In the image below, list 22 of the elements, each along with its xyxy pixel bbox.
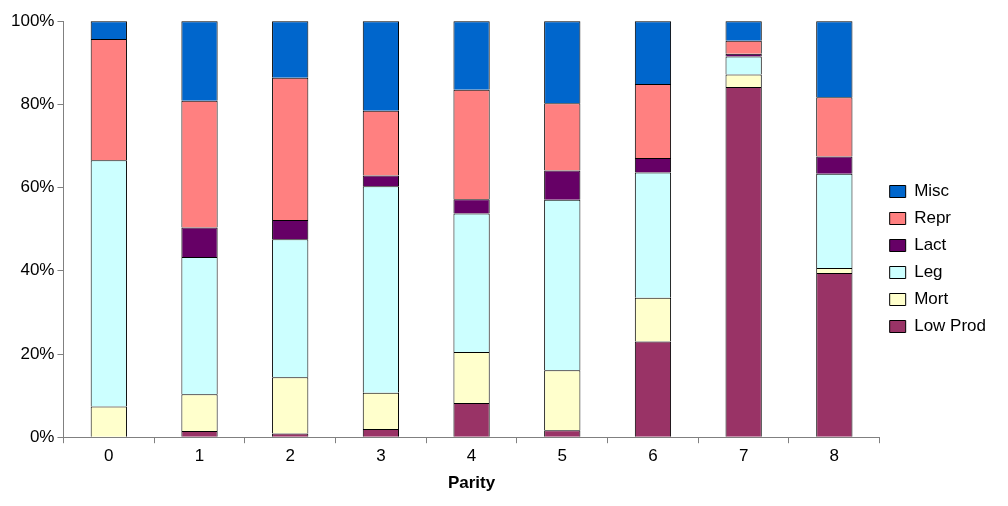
- legend-label: Low Prod: [914, 316, 987, 336]
- legend-label: Lact: [914, 235, 947, 255]
- x-tick-label: 1: [194, 446, 205, 466]
- x-tick-label: 8: [829, 446, 840, 466]
- x-tick-label: 4: [466, 446, 477, 466]
- x-tick-label: 2: [285, 446, 295, 466]
- y-tick-label: 0%: [29, 426, 55, 446]
- legend-label: Mort: [914, 289, 949, 309]
- x-tick-label: 6: [648, 446, 658, 466]
- y-tick-label: 40%: [20, 260, 55, 280]
- x-tick-label: 7: [738, 446, 749, 466]
- y-tick-label: 100%: [11, 10, 55, 30]
- legend-label: Leg: [914, 262, 943, 282]
- x-tick-label: 3: [376, 446, 386, 466]
- legend-label: Misc: [914, 181, 950, 201]
- legend-label: Repr: [914, 208, 952, 228]
- x-tick-label: 5: [557, 446, 567, 466]
- y-tick-label: 80%: [20, 94, 55, 114]
- x-tick-label: 0: [104, 446, 114, 466]
- x-axis-title: Parity: [447, 473, 496, 493]
- y-tick-label: 20%: [20, 343, 55, 363]
- y-tick-label: 60%: [20, 177, 55, 197]
